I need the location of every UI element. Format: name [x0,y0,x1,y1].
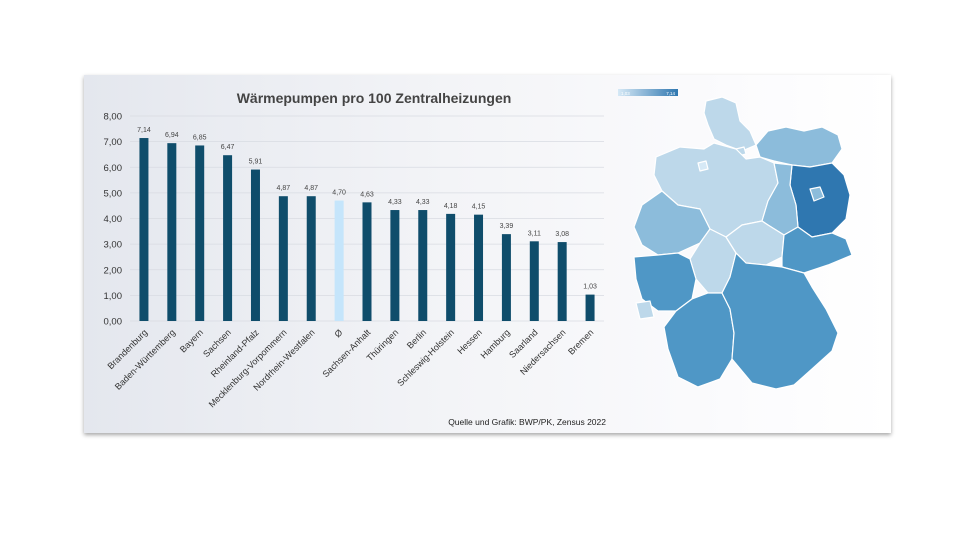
bar-value-label: 7,14 [137,127,151,134]
x-tick-label: Sachsen-Anhalt [320,327,372,379]
bar [223,155,233,321]
map-region-sachsen [781,226,853,274]
bar-value-label: 4,33 [388,199,402,206]
data-labels: 7,14 6,94 6,85 6,47 5,91 4,87 4,87 4,70 4,63 4,33… [137,127,597,291]
bar-value-label: 6,85 [193,134,207,141]
y-tick-label: 6,00 [104,163,123,174]
bar [167,143,177,321]
bar [501,234,511,321]
map-region-schleswig-holstein [703,96,757,152]
bar-value-label: 4,15 [472,204,486,211]
y-tick-label: 0,00 [104,317,123,328]
bar-value-label: 4,70 [332,190,346,197]
bar-value-label: 5,91 [249,159,263,166]
bar-value-label: 3,08 [555,231,569,238]
y-tick-label: 3,00 [104,240,123,251]
y-tick-label: 4,00 [104,214,123,225]
source-note: Quelle und Grafik: BWP/PK, Zensus 2022 [448,417,606,427]
bar-value-label: 4,33 [416,199,430,206]
bar-value-label: 3,11 [528,230,541,237]
map-region-brandenburg [789,162,851,238]
chart-card: Wärmepumpen pro 100 Zentralheizungen 0,0… [84,75,891,433]
bar-value-label: 1,03 [583,284,597,291]
bar [195,145,205,321]
bar-value-label: 4,87 [304,185,318,192]
map-region-berlin [809,186,825,202]
y-tick-label: 1,00 [104,291,123,302]
bar [306,196,316,321]
x-tick-label: Ø [333,327,345,339]
bars [139,138,595,321]
map-legend: 1,03 7,14 [618,89,678,96]
map-region-bayern [721,252,839,390]
bar [585,294,595,321]
map-legend-max: 7,14 [666,91,675,96]
x-tick-label: Bremen [566,327,595,356]
bar-value-label: 4,87 [277,185,291,192]
germany-map: 1,03 7,14 [618,89,853,390]
y-tick-label: 2,00 [104,265,123,276]
bar [418,210,428,321]
bar-value-label: 4,18 [444,203,458,210]
map-region-mecklenburg-vorpommern [755,126,843,168]
y-tick-label: 8,00 [104,112,123,123]
bar [278,196,288,321]
bar [362,202,372,321]
bar-value-label: 4,63 [360,191,374,198]
map-region-saarland [635,300,655,320]
bar-chart: Wärmepumpen pro 100 Zentralheizungen 0,0… [104,90,607,427]
bar [557,242,567,321]
y-tick-label: 7,00 [104,137,123,148]
bar [446,213,456,321]
bar [139,138,149,321]
map-legend-bar [618,89,678,96]
bar [250,169,260,321]
x-tick-label: Bayern [178,327,205,354]
bar-value-label: 6,94 [165,132,179,139]
x-tick-label: Berlin [405,327,428,350]
map-legend-min: 1,03 [621,91,630,96]
bar [474,214,484,321]
x-tick-label: Hamburg [479,327,512,360]
y-tick-label: 5,00 [104,188,123,199]
map-region-bremen [697,160,709,172]
y-axis-ticks: 0,00 1,00 2,00 3,00 4,00 5,00 6,00 7,00 8,00 [104,112,123,328]
bar [390,210,400,321]
x-tick-label: Rheinland-Pfalz [209,327,261,379]
chart-title: Wärmepumpen pro 100 Zentralheizungen [237,90,512,106]
bar-value-label: 6,47 [221,144,235,151]
bar-value-label: 3,39 [500,223,514,230]
bar [529,241,539,321]
bar [334,200,344,321]
